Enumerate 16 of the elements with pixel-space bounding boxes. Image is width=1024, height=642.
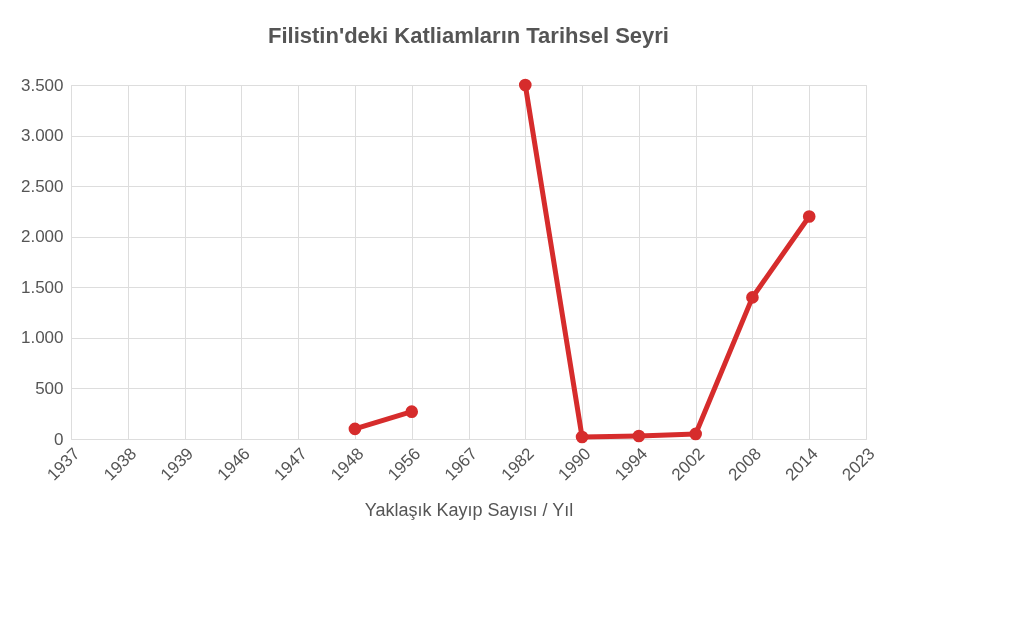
point (518, 78, 532, 92)
y-tick-label: 0 (54, 429, 64, 449)
y-tick-label: 1.000 (20, 328, 64, 348)
point (575, 430, 589, 444)
y-tick-label: 3.500 (20, 75, 64, 95)
point (689, 427, 702, 441)
x-axis-title: Yaklaşık Kayıp Sayısı / Yıl (364, 499, 574, 520)
y-tick-label: 2.500 (20, 176, 64, 196)
y-tick-label: 1.500 (20, 277, 64, 297)
y-tick-label: 3.000 (20, 126, 64, 146)
y-tick-label: 2.000 (20, 227, 64, 247)
point (746, 291, 759, 304)
point (632, 429, 646, 443)
point (802, 210, 816, 223)
chart-title: Filistin'deki Katliamların Tarihsel Seyri (268, 23, 669, 48)
y-tick-label: 500 (35, 378, 64, 398)
